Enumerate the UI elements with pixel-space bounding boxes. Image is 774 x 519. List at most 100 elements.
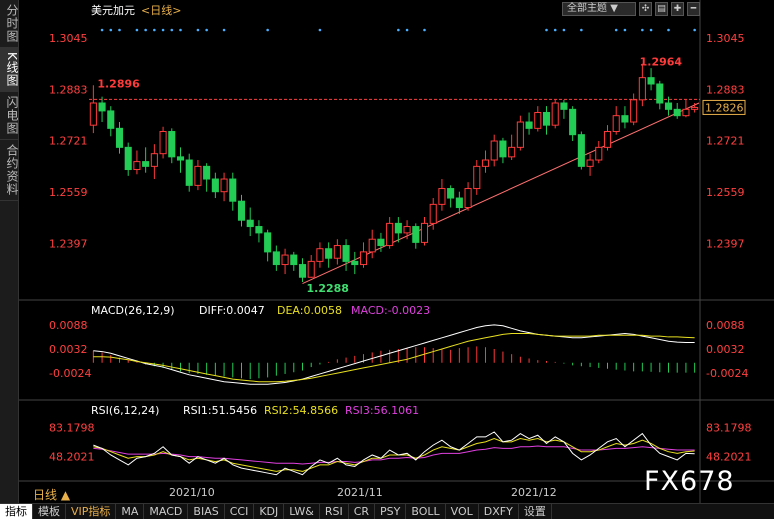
macd-tick-left-0: 0.0088: [49, 319, 88, 332]
period-button[interactable]: 日线 ▲: [33, 486, 70, 503]
candle-body-39: [429, 203, 437, 224]
macd-title: MACD(26,12,9): [91, 304, 175, 317]
chart-area[interactable]: 美元加元 <日线> 1.3045 1.3045 1.2883 1.2883 1.2721 1.…: [19, 0, 774, 503]
candle-body-66: [664, 102, 673, 110]
support-trendline: [302, 102, 700, 285]
candle-body-16: [229, 178, 237, 202]
signal-dot-3: [118, 28, 121, 32]
candle-body-68: [682, 108, 690, 117]
price-tick-right-4: 1.2397: [706, 237, 745, 250]
candle-body-41: [447, 188, 455, 199]
toolbar-tab-11[interactable]: PSY: [375, 504, 407, 519]
candle-body-4: [124, 146, 132, 171]
candle-body-54: [560, 102, 568, 110]
toolbar-tab-1[interactable]: 模板: [33, 504, 66, 519]
low-price-label: 1.2288: [307, 282, 349, 295]
candle-body-38: [420, 222, 429, 243]
toolbar-tab-12[interactable]: BOLL: [406, 504, 446, 519]
candle-body-57: [586, 159, 594, 167]
period-button-label: 日线: [33, 488, 58, 502]
toolbar-tab-9[interactable]: RSI: [320, 504, 349, 519]
candle-body-64: [647, 77, 655, 85]
toolbar-tab-15[interactable]: 设置: [519, 504, 552, 519]
signal-dot-54: [562, 28, 566, 32]
candle-body-62: [630, 99, 638, 123]
toolbar-tab-13[interactable]: VOL: [446, 504, 479, 519]
signal-dot-69: [693, 28, 696, 32]
rsi3-label: RSI3:56.1061: [345, 404, 419, 417]
rsi2-line: [93, 438, 695, 472]
crosshair-icon[interactable]: ✣: [639, 2, 652, 16]
zoom-in-icon[interactable]: ✚: [671, 2, 684, 16]
toolbar-tab-3[interactable]: MA: [116, 504, 145, 519]
price-tick-left-1: 1.2883: [49, 83, 88, 96]
price-tick-right-1: 1.2883: [706, 83, 745, 96]
toolbar-tab-0[interactable]: 指标: [0, 504, 33, 519]
toolbar-tab-7[interactable]: KDJ: [254, 504, 285, 519]
period-label-header: <日线>: [141, 3, 181, 17]
macd-tick-right-2: -0.0024: [706, 367, 748, 380]
current-price-label: 1.2826: [705, 101, 744, 114]
toolbar-tab-14[interactable]: DXFY: [479, 504, 519, 519]
candle-body-33: [377, 238, 385, 247]
zoom-out-icon[interactable]: ━: [687, 2, 700, 16]
candle-body-36: [403, 226, 411, 234]
candle-body-7: [150, 153, 158, 167]
macd-tick-left-1: 0.0032: [49, 343, 88, 356]
candle-body-45: [481, 159, 490, 167]
signal-dot-9: [170, 28, 174, 32]
signal-dot-13: [205, 28, 208, 32]
signal-dot-66: [667, 28, 670, 32]
macd-tick-right-0: 0.0088: [706, 319, 745, 332]
candle-body-47: [499, 140, 507, 158]
toolbar-tab-2[interactable]: VIP指标: [66, 504, 117, 519]
candle-body-67: [673, 108, 681, 117]
tab-kline[interactable]: K线图: [0, 48, 19, 92]
candle-body-35: [394, 222, 402, 234]
candle-body-65: [656, 83, 664, 104]
candle-body-59: [603, 131, 612, 148]
toolbar-tab-4[interactable]: MACD: [144, 504, 189, 519]
tab-timeshare[interactable]: 分时图: [0, 0, 19, 48]
macd-diff-line: [93, 324, 695, 385]
macd-value-label: MACD:-0.0023: [351, 304, 430, 317]
signal-dot-8: [161, 28, 165, 32]
candle-body-48: [508, 146, 516, 158]
signal-dot-15: [222, 28, 226, 32]
price-tick-left-3: 1.2559: [49, 186, 88, 199]
candle-body-55: [569, 108, 577, 136]
tab-flash[interactable]: 闪电图: [0, 92, 19, 140]
candle-body-26: [316, 248, 324, 262]
signal-dot-26: [318, 28, 322, 32]
rsi-tick-left-1: 48.2021: [49, 450, 95, 463]
macd-diff-label: DIFF:0.0047: [199, 304, 265, 317]
toolbar-tab-5[interactable]: BIAS: [188, 504, 225, 519]
toolbar-tab-10[interactable]: CR: [349, 504, 376, 519]
candle-body-60: [612, 115, 620, 133]
candle-body-25: [307, 260, 315, 278]
candle-body-32: [368, 238, 376, 253]
signal-dot-6: [144, 28, 147, 32]
candle-body-69: [691, 106, 699, 110]
signal-dot-1: [100, 28, 104, 32]
toolbar-tab-6[interactable]: CCI: [225, 504, 255, 519]
signal-dot-38: [423, 28, 426, 32]
toolbar-tab-8[interactable]: LW&: [284, 504, 320, 519]
toggle-panel-icon[interactable]: ▤: [655, 2, 668, 16]
candle-body-27: [325, 248, 333, 259]
candle-body-58: [595, 146, 603, 161]
watermark-logo: FX678: [644, 466, 735, 497]
candle-body-49: [516, 121, 524, 148]
time-label-0: 2021/10: [169, 486, 215, 499]
high-price-label: 1.2964: [640, 56, 683, 69]
candle-body-61: [621, 115, 629, 123]
signal-dot-20: [266, 28, 269, 32]
signal-dot-60: [614, 28, 618, 32]
candle-body-18: [246, 219, 254, 228]
tab-contract-info[interactable]: 合约资料: [0, 140, 19, 201]
candle-body-10: [176, 156, 185, 161]
candle-body-50: [525, 121, 533, 129]
theme-select[interactable]: 全部主题 ▼: [562, 2, 636, 16]
macd-tick-left-2: -0.0024: [49, 367, 91, 380]
candle-body-11: [185, 159, 193, 186]
